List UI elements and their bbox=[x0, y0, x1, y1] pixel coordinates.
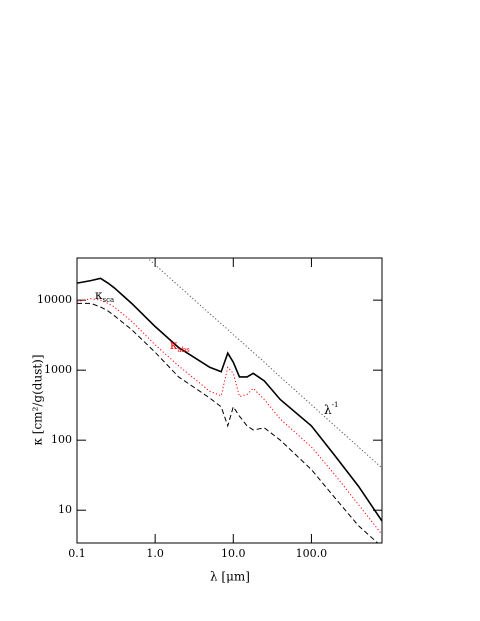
plot-frame bbox=[76, 257, 383, 544]
data-line bbox=[77, 298, 382, 535]
annotation-symbol: λ bbox=[324, 403, 332, 417]
y-tick-label: 10000 bbox=[37, 293, 72, 306]
data-line bbox=[77, 277, 382, 522]
annotation: κabs bbox=[170, 338, 190, 355]
data-line bbox=[77, 302, 379, 543]
annotation: κsca bbox=[95, 288, 114, 305]
x-tick-label: 0.1 bbox=[68, 547, 86, 560]
y-axis-label: κ [cm²/g(dust)] bbox=[31, 354, 45, 445]
x-tick-label: 100.0 bbox=[296, 547, 328, 560]
data-line bbox=[146, 258, 382, 469]
annotation-symbol: κ bbox=[95, 288, 103, 302]
annotation: λ-1 bbox=[324, 401, 338, 417]
y-tick-label: 1000 bbox=[44, 363, 72, 376]
x-axis-label: λ [μm] bbox=[210, 570, 250, 584]
annotation-sup: -1 bbox=[332, 401, 339, 409]
annotation-sub: sca bbox=[103, 296, 115, 304]
annotation-symbol: κ bbox=[170, 338, 178, 352]
x-tick-label: 1.0 bbox=[146, 547, 164, 560]
annotation-sub: abs bbox=[178, 346, 191, 354]
x-tick-label: 10.0 bbox=[221, 547, 246, 560]
y-tick-label: 100 bbox=[51, 433, 72, 446]
y-tick-label: 10 bbox=[58, 503, 72, 516]
